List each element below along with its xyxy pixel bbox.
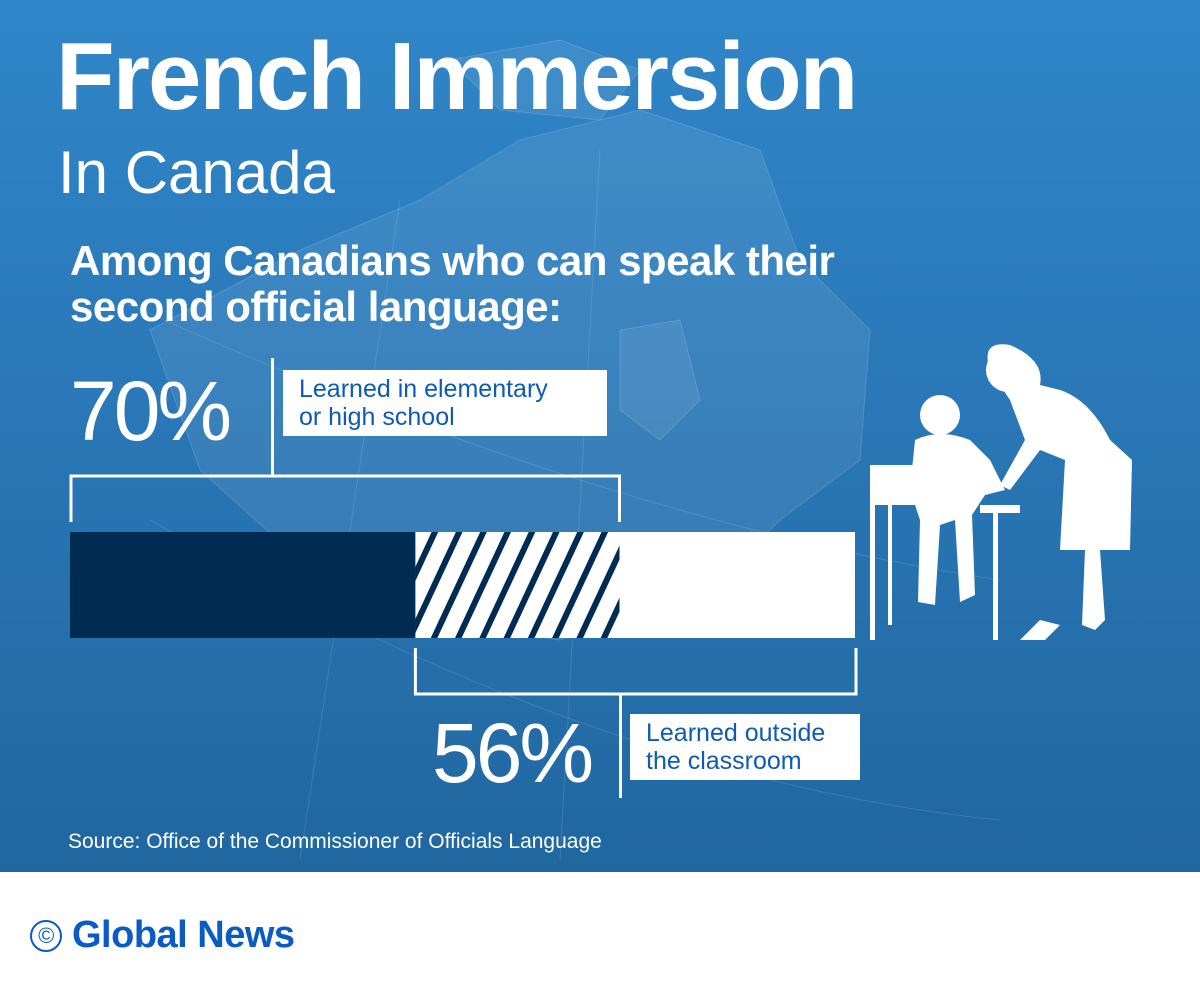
connector-line	[619, 695, 622, 798]
bar-segment-overlap	[415, 532, 620, 638]
bar-segment-school-only	[70, 532, 416, 638]
label-line: or high school	[299, 403, 455, 431]
infographic-panel: French Immersion In Canada Among Canadia…	[0, 0, 1200, 872]
label-line: Learned in elementary	[299, 375, 548, 403]
copyright-icon: ©	[30, 919, 62, 952]
page-subtitle: In Canada	[58, 139, 335, 206]
page-title: French Immersion	[56, 23, 858, 130]
teacher-child-illustration	[870, 344, 1132, 640]
bar-segment-outside-only	[619, 532, 855, 638]
brand-name: Global News	[72, 914, 295, 956]
value-label-70: 70%	[70, 364, 232, 458]
connector-line	[271, 358, 274, 476]
lead-text: Among Canadians who can speak their seco…	[70, 237, 835, 330]
bracket-56	[413, 648, 858, 696]
footer-brand: © Global News	[30, 914, 295, 957]
bar-chart	[69, 474, 858, 696]
label-school: Learned in elementary or high school	[283, 370, 607, 436]
bracket-70	[69, 474, 621, 522]
value-label-56: 56%	[432, 706, 594, 800]
source-note: Source: Office of the Commissioner of Of…	[68, 830, 602, 853]
label-line: Learned outside	[646, 719, 826, 747]
label-line: the classroom	[646, 747, 802, 775]
label-outside: Learned outside the classroom	[630, 714, 860, 780]
